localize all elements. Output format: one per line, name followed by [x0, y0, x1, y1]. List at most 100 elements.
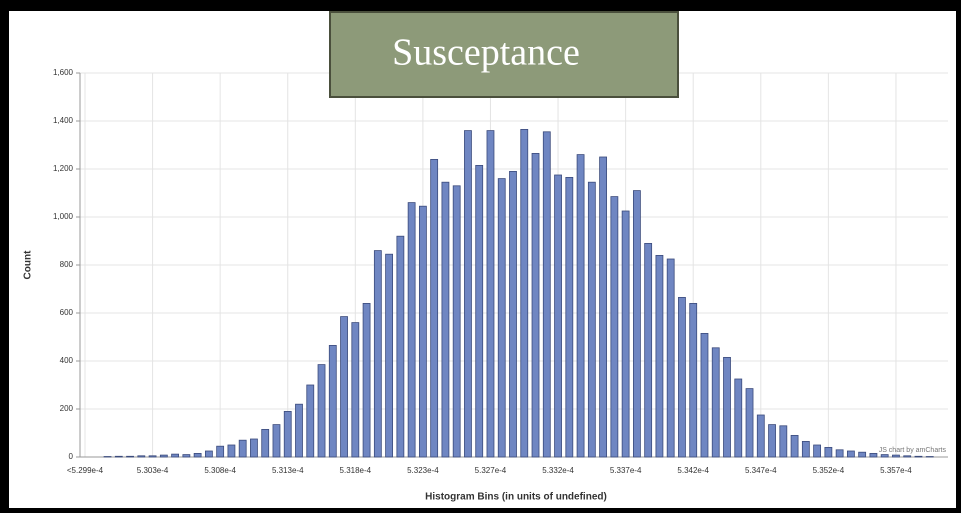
bar [373, 250, 382, 458]
bar [497, 178, 506, 458]
bar [655, 254, 664, 458]
bar [238, 439, 247, 458]
bar [846, 450, 855, 458]
y-tick-label: 1,600 [53, 68, 74, 77]
x-tick-label: 5.327e-4 [475, 466, 507, 475]
bar [565, 176, 574, 458]
bar [835, 449, 844, 458]
bar [531, 152, 540, 458]
bar [678, 296, 686, 458]
bar [272, 424, 281, 458]
bar [464, 130, 472, 458]
bar [475, 164, 484, 458]
bar [621, 210, 630, 458]
bar [418, 205, 427, 458]
bar [509, 170, 517, 458]
title-box [329, 11, 679, 98]
bar [407, 202, 416, 458]
bar [295, 403, 303, 458]
bar [362, 302, 371, 458]
bar [261, 428, 270, 458]
x-tick-label: 5.323e-4 [407, 466, 439, 475]
bar [542, 131, 551, 458]
bar [745, 388, 754, 458]
x-tick-label: 5.318e-4 [340, 466, 372, 475]
bar [159, 454, 168, 458]
y-tick-label: 1,400 [53, 116, 74, 125]
bar [723, 356, 731, 458]
bar [666, 258, 675, 458]
bar [126, 455, 134, 458]
bar [430, 158, 439, 458]
bar [700, 332, 709, 458]
y-axis-title: Count [23, 250, 34, 280]
bar [171, 453, 180, 458]
plot-area: 0 200 400 600 800 1,000 1,200 1,400 1,600 <5.299e… [53, 68, 948, 475]
bar [306, 384, 315, 458]
y-tick-label: 0 [69, 452, 74, 461]
x-tick-label: 5.308e-4 [204, 466, 236, 475]
bar [216, 445, 225, 458]
bar [632, 190, 641, 458]
x-tick-label: 5.337e-4 [610, 466, 642, 475]
x-tick-label: 5.357e-4 [880, 466, 912, 475]
bar [520, 128, 529, 458]
chart-title: Susceptance [392, 32, 580, 74]
y-tick-label: 1,200 [53, 164, 74, 173]
y-tick-label: 800 [60, 260, 74, 269]
bar [587, 181, 596, 458]
bar [328, 344, 337, 458]
bar [396, 235, 405, 458]
bar [385, 253, 394, 458]
bar [711, 347, 720, 458]
bar [554, 174, 562, 458]
bar [137, 455, 146, 458]
bar [813, 444, 822, 458]
x-tick-label: 5.332e-4 [542, 466, 574, 475]
bar [689, 302, 698, 458]
bar [486, 130, 495, 458]
bar [182, 454, 191, 458]
bar [317, 364, 326, 458]
bar [779, 425, 788, 458]
bar [227, 444, 236, 458]
bar [283, 410, 292, 458]
bar [824, 446, 833, 458]
bar [801, 440, 810, 458]
bar [869, 452, 878, 458]
bar [351, 322, 360, 458]
bar [644, 242, 653, 458]
y-tick-label: 600 [60, 308, 74, 317]
bar [610, 196, 619, 458]
bar [193, 452, 202, 458]
bar [768, 424, 776, 458]
bar [250, 438, 258, 458]
y-tick-label: 1,000 [53, 212, 74, 221]
bar [880, 454, 889, 458]
bar [148, 455, 157, 458]
x-tick-label: <5.299e-4 [67, 466, 104, 475]
bar [790, 434, 799, 458]
bar [599, 156, 608, 458]
bar [858, 451, 867, 458]
bar [892, 454, 900, 458]
bar [576, 154, 585, 458]
bar [756, 414, 765, 458]
x-tick-label: 5.342e-4 [677, 466, 709, 475]
x-tick-label: 5.347e-4 [745, 466, 777, 475]
bar [914, 455, 923, 458]
bar [903, 455, 912, 458]
bar [441, 181, 450, 458]
bar [204, 450, 213, 458]
x-tick-label: 5.313e-4 [272, 466, 304, 475]
bar [114, 455, 123, 458]
bar [734, 378, 743, 458]
bar [452, 185, 461, 458]
y-tick-label: 400 [60, 356, 74, 365]
credit: JS chart by amCharts [879, 447, 947, 454]
x-tick-label: 5.303e-4 [137, 466, 169, 475]
bar [340, 316, 348, 458]
x-axis-title: Histogram Bins (in units of undefined) [425, 492, 607, 503]
